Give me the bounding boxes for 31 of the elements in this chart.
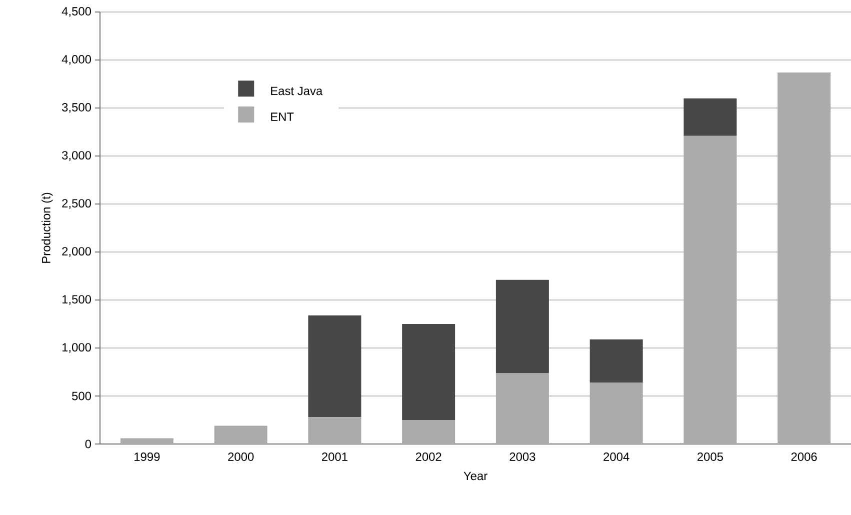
bar: [402, 324, 456, 420]
x-tick-label: 2001: [322, 452, 348, 461]
y-tick-label: 3,000: [62, 151, 92, 161]
x-tick-label: 2006: [791, 452, 817, 461]
y-tick-label: 1,500: [62, 295, 92, 305]
y-tick-label: 4,000: [62, 55, 92, 65]
y-tick-label: 4,500: [62, 7, 92, 17]
y-tick-label: 2,000: [62, 247, 92, 257]
bar: [402, 420, 456, 444]
x-tick-label: 2005: [697, 452, 723, 461]
x-tick-label: 2003: [510, 452, 536, 461]
bar: [496, 280, 549, 373]
y-tick-label: 0: [85, 440, 92, 448]
bar: [120, 438, 174, 444]
bar: [590, 339, 643, 383]
bar: [214, 426, 268, 444]
x-tick-label: 2002: [416, 452, 442, 461]
bar: [308, 417, 362, 444]
x-tick-label: 1999: [134, 452, 160, 461]
x-tick-label: 2004: [604, 452, 630, 461]
x-tick-label: 2000: [228, 452, 254, 461]
y-tick-label: 500: [72, 392, 92, 400]
x-axis-title: Year: [464, 472, 488, 480]
y-tick-label: 3,500: [62, 103, 92, 113]
y-tick-label: 2,500: [62, 199, 92, 209]
legend-label: East Java: [271, 86, 323, 96]
bar: [308, 315, 362, 418]
bar: [684, 98, 737, 136]
y-tick-label: 1,000: [62, 343, 92, 353]
legend-label: ENT: [271, 112, 294, 121]
y-axis-title: Production (t): [42, 192, 53, 263]
